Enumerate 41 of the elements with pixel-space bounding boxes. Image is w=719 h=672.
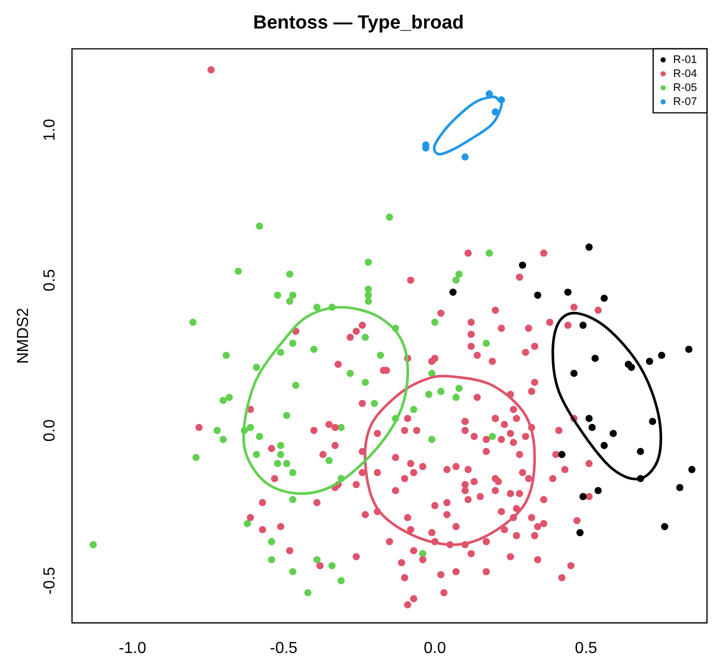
point	[585, 244, 593, 251]
y-tick-label: 0.0	[41, 419, 58, 442]
point	[576, 529, 584, 536]
point	[592, 354, 599, 362]
point	[558, 450, 566, 458]
x-tick-label: 0.5	[574, 640, 598, 657]
point	[646, 358, 654, 365]
point	[588, 424, 596, 432]
y-tick-label: 1.0	[41, 118, 58, 142]
point	[449, 288, 457, 296]
point	[610, 430, 617, 438]
point	[579, 492, 587, 500]
legend-label: R-07	[673, 96, 697, 108]
point	[661, 523, 668, 530]
legend-label: R-04	[673, 68, 697, 80]
legend-label: R-05	[673, 82, 697, 94]
y-tick-label: -0.5	[41, 566, 58, 595]
point	[570, 370, 578, 377]
x-tick-label: 0.0	[424, 640, 446, 657]
point	[636, 448, 644, 456]
point	[585, 414, 593, 422]
point	[676, 484, 684, 492]
chart-title: Bentoss — Type_broad	[253, 12, 464, 34]
x-tick-label: -1.0	[118, 640, 146, 657]
point	[628, 364, 636, 371]
point	[579, 322, 587, 329]
point	[461, 153, 469, 161]
point	[658, 352, 666, 359]
point	[594, 486, 602, 494]
y-tick-label: 0.5	[41, 268, 58, 292]
point	[688, 466, 696, 474]
legend-label: R-01	[673, 54, 697, 66]
point	[600, 294, 608, 302]
y-axis-title: NMDS2	[15, 308, 32, 364]
point	[534, 292, 542, 299]
point	[564, 288, 572, 296]
point	[600, 442, 608, 450]
point	[518, 262, 526, 269]
x-tick-label: -0.5	[270, 640, 298, 657]
point	[648, 418, 656, 426]
point	[685, 346, 692, 353]
